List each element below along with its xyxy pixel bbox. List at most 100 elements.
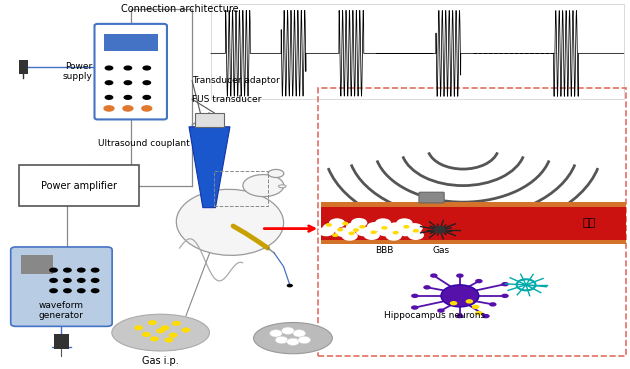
Circle shape (298, 336, 311, 344)
Circle shape (150, 336, 159, 341)
Text: BBB: BBB (375, 246, 394, 255)
Circle shape (142, 95, 151, 100)
Circle shape (169, 332, 178, 338)
Circle shape (164, 337, 173, 342)
Circle shape (408, 230, 424, 240)
Bar (195, 113, 224, 127)
Circle shape (377, 227, 394, 236)
Ellipse shape (176, 189, 284, 255)
Circle shape (433, 226, 446, 233)
Circle shape (287, 284, 293, 287)
Circle shape (63, 268, 72, 273)
Circle shape (105, 95, 113, 100)
Circle shape (396, 218, 413, 228)
Circle shape (367, 222, 383, 231)
Circle shape (392, 231, 399, 234)
Circle shape (489, 302, 496, 307)
Circle shape (403, 225, 410, 229)
Circle shape (329, 218, 345, 228)
Ellipse shape (243, 175, 284, 197)
Circle shape (466, 299, 473, 304)
Circle shape (293, 330, 306, 337)
Circle shape (91, 278, 100, 283)
Circle shape (63, 278, 72, 283)
Circle shape (456, 314, 464, 318)
Circle shape (351, 218, 367, 228)
Circle shape (49, 288, 58, 293)
Bar (214, 171, 268, 206)
Ellipse shape (268, 169, 284, 177)
Circle shape (332, 233, 338, 237)
Text: Ultrasound couplant: Ultrasound couplant (98, 139, 190, 148)
Circle shape (335, 228, 352, 237)
Circle shape (181, 327, 190, 332)
Circle shape (141, 105, 152, 112)
Circle shape (123, 65, 132, 70)
Text: Connection architecture: Connection architecture (121, 4, 238, 14)
Circle shape (77, 278, 86, 283)
Circle shape (423, 285, 431, 290)
Circle shape (49, 268, 58, 273)
Circle shape (134, 325, 143, 330)
Circle shape (398, 227, 414, 236)
Circle shape (472, 305, 479, 309)
Text: Hippocampus neurons: Hippocampus neurons (384, 311, 486, 320)
Circle shape (406, 223, 423, 232)
Circle shape (346, 223, 362, 232)
Circle shape (501, 282, 509, 286)
Circle shape (348, 231, 355, 235)
Circle shape (142, 332, 151, 337)
Circle shape (475, 279, 483, 283)
Circle shape (156, 328, 165, 333)
Text: Power amplifier: Power amplifier (41, 180, 117, 191)
Bar (19, 61, 28, 74)
Circle shape (123, 80, 132, 85)
Circle shape (386, 231, 402, 241)
Circle shape (326, 223, 332, 227)
Circle shape (105, 65, 113, 70)
Circle shape (270, 330, 282, 337)
Circle shape (411, 306, 418, 310)
Bar (211, 4, 624, 99)
Circle shape (353, 228, 359, 232)
Circle shape (122, 105, 134, 112)
Ellipse shape (253, 323, 333, 354)
Bar (104, 34, 158, 51)
Circle shape (381, 226, 387, 230)
Circle shape (318, 227, 335, 236)
Bar (321, 202, 626, 244)
Circle shape (475, 311, 483, 315)
Bar (54, 334, 69, 349)
Text: Gas: Gas (432, 246, 450, 255)
Circle shape (172, 321, 181, 326)
Circle shape (287, 338, 299, 345)
Circle shape (323, 223, 339, 232)
Circle shape (450, 301, 457, 306)
Circle shape (413, 229, 419, 232)
Circle shape (430, 273, 438, 278)
Circle shape (282, 327, 294, 334)
Circle shape (342, 222, 348, 225)
FancyBboxPatch shape (419, 192, 444, 203)
Ellipse shape (112, 314, 209, 351)
Bar (19, 165, 139, 206)
Circle shape (148, 320, 157, 325)
Circle shape (437, 308, 445, 313)
Circle shape (387, 223, 404, 232)
Circle shape (456, 273, 464, 278)
Text: waveform
generator: waveform generator (39, 301, 84, 320)
Circle shape (49, 278, 58, 283)
Ellipse shape (278, 185, 286, 188)
Circle shape (364, 230, 380, 240)
Circle shape (142, 65, 151, 70)
Polygon shape (189, 127, 230, 208)
Circle shape (105, 80, 113, 85)
Text: Gas i.p.: Gas i.p. (142, 356, 179, 366)
Circle shape (161, 325, 169, 330)
Text: Transducer adaptor: Transducer adaptor (192, 76, 280, 85)
Circle shape (91, 288, 100, 293)
Circle shape (103, 105, 115, 112)
Bar (318, 88, 626, 356)
Circle shape (359, 225, 365, 229)
Text: 血管: 血管 (582, 218, 596, 228)
